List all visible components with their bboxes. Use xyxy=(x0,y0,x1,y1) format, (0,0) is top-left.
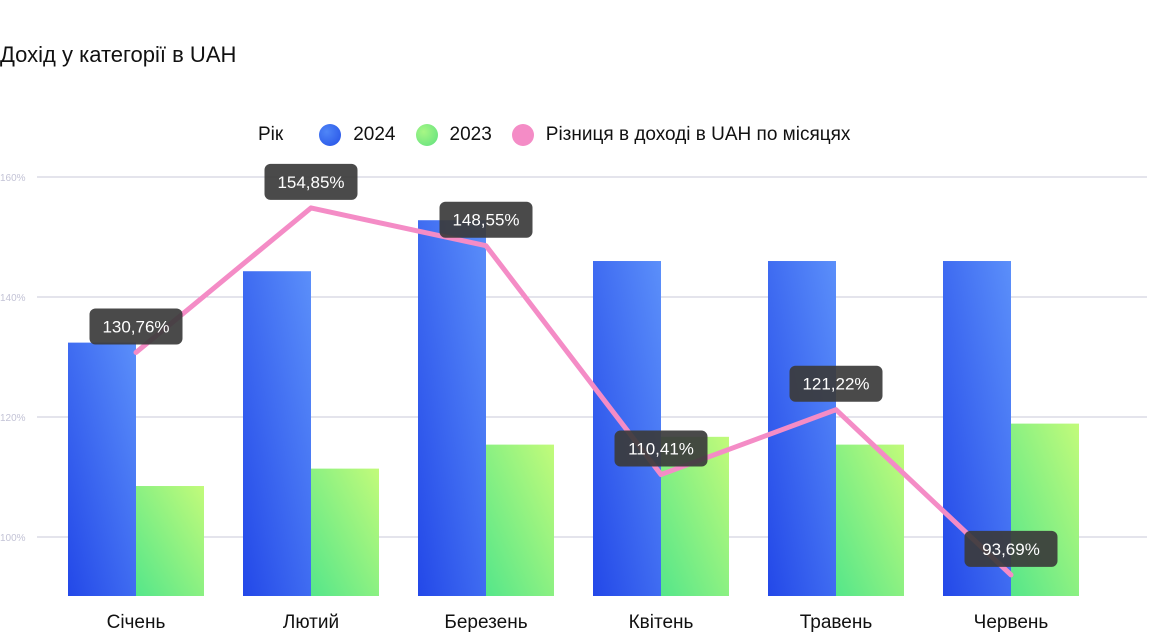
bar-2023[interactable] xyxy=(1011,423,1079,596)
data-label-text: 110,41% xyxy=(628,440,694,459)
x-tick-label: Січень xyxy=(107,612,166,632)
data-label-box xyxy=(439,201,533,238)
data-label-text: 154,85% xyxy=(277,173,344,192)
legend-label-difference: Різниця в доході в UAH по місяцях xyxy=(545,124,851,145)
bar-2023[interactable] xyxy=(311,468,379,596)
y-tick-label: 160% xyxy=(0,173,26,184)
legend-title: Рік xyxy=(258,124,284,145)
data-label-text: 148,55% xyxy=(452,211,519,230)
chart-title: Дохід у категорії в UAH xyxy=(0,42,237,67)
bar-2024[interactable] xyxy=(68,342,136,596)
y-tick-label: 140% xyxy=(0,293,26,304)
x-tick-label: Лютий xyxy=(283,612,339,632)
legend-marker-difference xyxy=(511,124,534,146)
y-tick-label: 120% xyxy=(0,413,26,424)
bar-2023[interactable] xyxy=(136,486,204,596)
data-label: 148,55% xyxy=(439,201,533,238)
data-label-box xyxy=(89,308,183,345)
data-label: 121,22% xyxy=(789,365,883,402)
data-label: 93,69% xyxy=(964,530,1058,567)
data-label-box xyxy=(789,365,883,402)
chart-legend: Рік 2024 2023 Різниця в доході в UAH по … xyxy=(258,122,870,148)
difference-line[interactable] xyxy=(133,205,1014,578)
x-tick-label: Червень xyxy=(974,612,1049,632)
legend-item-2024[interactable]: 2024 xyxy=(319,124,396,146)
legend-item-difference[interactable]: Різниця в доході в UAH по місяцях xyxy=(511,124,851,146)
x-tick-label: Травень xyxy=(800,612,873,632)
legend-marker-2023 xyxy=(415,124,438,146)
data-label-text: 93,69% xyxy=(982,540,1040,559)
x-tick-label: Березень xyxy=(444,612,527,632)
legend-label-2024: 2024 xyxy=(353,124,396,145)
data-label-text: 121,22% xyxy=(802,375,869,394)
data-label: 130,76% xyxy=(89,308,183,345)
bar-2024[interactable] xyxy=(418,220,486,596)
data-label-box xyxy=(614,430,708,467)
data-label: 154,85% xyxy=(264,163,358,200)
legend-item-2023[interactable]: 2023 xyxy=(415,124,492,146)
y-tick-label: 100% xyxy=(0,533,26,544)
legend-marker-2024 xyxy=(319,124,342,146)
bar-2023[interactable] xyxy=(836,444,904,596)
bar-2024[interactable] xyxy=(243,271,311,596)
data-label: 110,41% xyxy=(614,430,708,467)
bar-2023[interactable] xyxy=(486,444,554,596)
data-label-box xyxy=(964,530,1058,567)
data-label-text: 130,76% xyxy=(102,317,169,336)
x-tick-label: Квітень xyxy=(629,612,694,632)
data-label-box xyxy=(264,163,358,200)
legend-label-2023: 2023 xyxy=(449,124,492,145)
